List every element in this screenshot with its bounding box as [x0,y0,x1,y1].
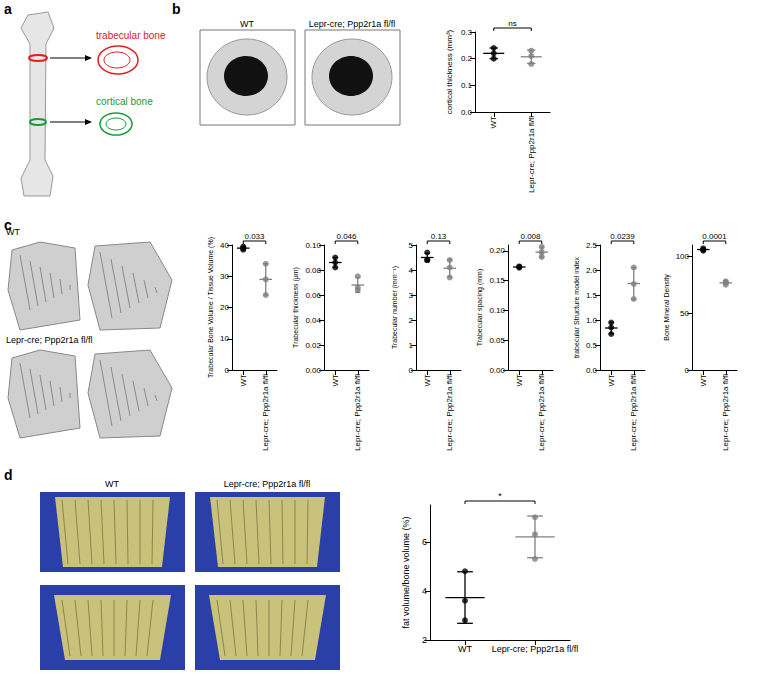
svg-text:WT: WT [240,19,254,29]
svg-text:0.04: 0.04 [305,316,321,325]
svg-text:50: 50 [680,309,689,318]
svg-text:WT: WT [458,644,472,654]
svg-text:20: 20 [220,303,229,312]
svg-text:0.15: 0.15 [489,276,505,285]
svg-text:Lepr-cre; Ppp2r1a fl/fl: Lepr-cre; Ppp2r1a fl/fl [353,374,362,451]
svg-text:0.046: 0.046 [336,232,357,241]
svg-text:Lepr-cre; Ppp2r1a fl/fl: Lepr-cre; Ppp2r1a fl/fl [492,644,579,654]
svg-text:0.2: 0.2 [461,54,473,63]
svg-text:Lepr-cre; Ppp2r1a fl/fl: Lepr-cre; Ppp2r1a fl/fl [261,374,270,451]
svg-text:5: 5 [409,241,414,250]
svg-text:0.20: 0.20 [489,246,505,255]
svg-text:0.10: 0.10 [305,241,321,250]
svg-text:2.5: 2.5 [586,241,598,250]
svg-text:Trabecular number (mm⁻¹): Trabecular number (mm⁻¹) [391,266,399,349]
svg-text:cortical bone: cortical bone [96,96,153,107]
svg-text:ns: ns [508,19,516,28]
svg-text:*: * [498,491,502,501]
svg-text:2: 2 [409,316,414,325]
svg-text:WT: WT [239,374,248,387]
svg-text:0: 0 [409,366,414,375]
svg-text:trabecular Structure model ind: trabecular Structure model index [573,256,580,358]
svg-text:Lepr-cre; Ppp2r1a fl/fl: Lepr-cre; Ppp2r1a fl/fl [6,335,93,345]
svg-text:WT: WT [331,374,340,387]
svg-text:Trabecular thickness (μm): Trabecular thickness (μm) [292,267,300,348]
svg-text:6: 6 [422,537,427,547]
svg-text:0.00: 0.00 [489,366,505,375]
svg-text:trabecular bone: trabecular bone [96,30,166,41]
svg-text:WT: WT [699,374,708,387]
svg-text:Lepr-cre; Ppp2r1a fl/fl: Lepr-cre; Ppp2r1a fl/fl [721,374,730,451]
svg-text:Lepr-cre; Ppp2r1a fl/fl: Lepr-cre; Ppp2r1a fl/fl [527,116,536,193]
svg-text:WT: WT [515,374,524,387]
svg-text:1.5: 1.5 [586,291,598,300]
svg-text:0: 0 [225,366,230,375]
svg-text:Trabecular spacing (mm): Trabecular spacing (mm) [476,269,484,347]
svg-text:Lepr-cre; Ppp2r1a fl/fl: Lepr-cre; Ppp2r1a fl/fl [629,374,638,451]
svg-text:a: a [4,1,12,17]
svg-text:0.02: 0.02 [305,341,321,350]
svg-text:0.0: 0.0 [461,108,473,117]
svg-text:2: 2 [422,635,427,645]
svg-text:0.00: 0.00 [305,366,321,375]
svg-text:0.0001: 0.0001 [702,232,727,241]
svg-text:0.5: 0.5 [586,341,598,350]
svg-text:1: 1 [409,341,414,350]
svg-text:0.10: 0.10 [489,306,505,315]
svg-text:WT: WT [105,479,119,489]
svg-text:fat volume/bone volume (%): fat volume/bone volume (%) [401,516,411,628]
svg-text:40: 40 [220,241,229,250]
svg-text:0.3: 0.3 [461,28,473,37]
svg-text:4: 4 [409,266,414,275]
svg-text:0.1: 0.1 [461,81,473,90]
svg-text:WT: WT [489,116,498,129]
svg-text:10: 10 [220,334,229,343]
svg-text:1.0: 1.0 [586,316,598,325]
svg-text:WT: WT [607,374,616,387]
svg-text:0.13: 0.13 [431,232,447,241]
svg-text:Bone Mineral Density: Bone Mineral Density [663,274,671,341]
svg-text:Lepr-cre; Ppp2r1a fl/fl: Lepr-cre; Ppp2r1a fl/fl [309,19,396,29]
svg-text:3: 3 [409,291,414,300]
svg-text:0: 0 [685,366,690,375]
svg-text:0.0: 0.0 [586,366,598,375]
svg-text:0.08: 0.08 [305,266,321,275]
svg-text:4: 4 [422,586,427,596]
svg-text:Lepr-cre; Ppp2r1a fl/fl: Lepr-cre; Ppp2r1a fl/fl [537,374,546,451]
svg-text:0.06: 0.06 [305,291,321,300]
svg-text:30: 30 [220,272,229,281]
svg-text:0.008: 0.008 [520,232,541,241]
svg-text:Trabecular Bone Volume / Tissu: Trabecular Bone Volume / Tissue Volume (… [207,237,215,378]
svg-text:b: b [172,1,181,17]
svg-text:WT: WT [6,227,20,237]
svg-text:0.05: 0.05 [489,336,505,345]
svg-text:2.0: 2.0 [586,266,598,275]
svg-text:WT: WT [423,374,432,387]
svg-text:Lepr-cre; Ppp2r1a fl/fl: Lepr-cre; Ppp2r1a fl/fl [224,479,311,489]
svg-text:0.033: 0.033 [244,232,265,241]
svg-text:Lepr-cre; Ppp2r1a fl/fl: Lepr-cre; Ppp2r1a fl/fl [445,374,454,451]
svg-text:c: c [4,217,12,233]
svg-text:0.0239: 0.0239 [610,232,635,241]
svg-text:cortical thickness (mm³): cortical thickness (mm³) [445,29,454,114]
svg-text:d: d [4,467,13,483]
svg-text:100: 100 [676,252,690,261]
